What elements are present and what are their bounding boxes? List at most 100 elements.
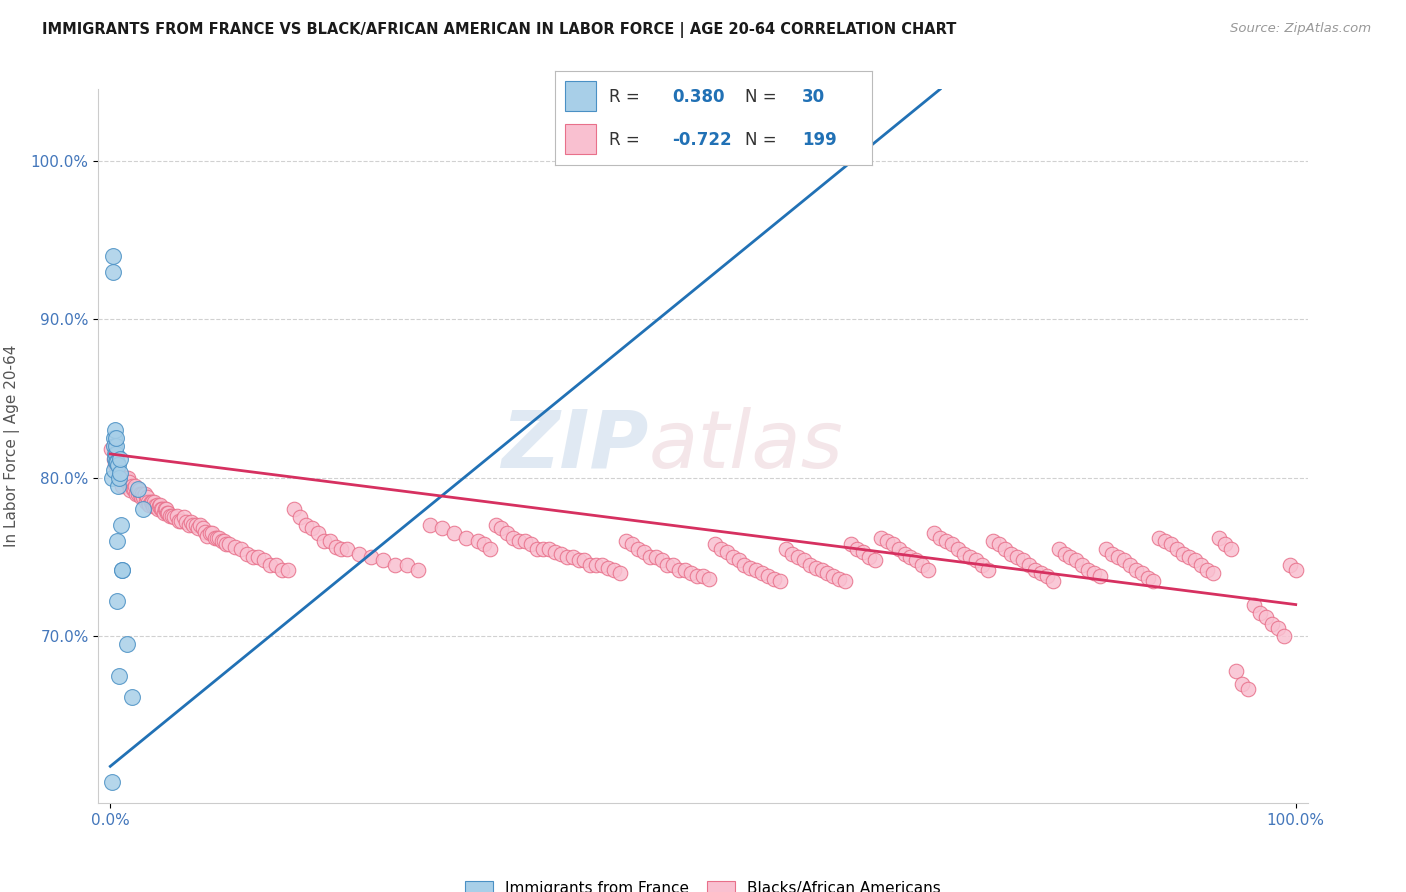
Point	[804, 561, 827, 575]
Point	[105, 455, 128, 469]
Point	[472, 537, 495, 551]
Point	[187, 521, 209, 535]
Point	[935, 534, 957, 549]
Text: -0.722: -0.722	[672, 131, 733, 149]
Point	[105, 534, 128, 549]
Point	[970, 558, 993, 572]
Point	[173, 510, 195, 524]
Point	[1142, 574, 1164, 588]
Point	[1047, 542, 1070, 557]
Point	[100, 775, 122, 789]
Point	[110, 451, 132, 466]
Point	[114, 471, 136, 485]
Point	[508, 534, 530, 549]
Point	[108, 471, 131, 485]
Point	[1171, 547, 1194, 561]
Point	[1059, 549, 1081, 564]
Point	[212, 534, 235, 549]
Point	[1254, 610, 1277, 624]
Point	[105, 455, 128, 469]
Point	[419, 518, 441, 533]
Point	[946, 542, 969, 557]
Point	[1066, 553, 1088, 567]
Point	[108, 466, 131, 480]
Point	[1112, 553, 1135, 567]
Point	[117, 471, 139, 485]
Point	[229, 542, 252, 557]
Point	[205, 531, 228, 545]
Point	[318, 534, 340, 549]
Point	[105, 431, 128, 445]
Point	[627, 542, 650, 557]
Point	[215, 537, 238, 551]
Point	[127, 486, 149, 500]
Point	[253, 553, 276, 567]
Point	[301, 521, 323, 535]
Point	[828, 572, 851, 586]
Point	[893, 547, 915, 561]
Point	[839, 537, 862, 551]
Point	[107, 478, 129, 492]
Point	[1195, 563, 1218, 577]
Point	[104, 451, 127, 466]
Point	[1125, 563, 1147, 577]
Point	[799, 558, 821, 572]
Point	[115, 475, 138, 490]
Point	[1053, 547, 1076, 561]
Point	[988, 537, 1011, 551]
Point	[692, 569, 714, 583]
Point	[823, 569, 845, 583]
Point	[662, 558, 685, 572]
Point	[454, 531, 477, 545]
Point	[686, 569, 709, 583]
Point	[520, 537, 543, 551]
Point	[174, 515, 197, 529]
Point	[295, 518, 318, 533]
Point	[152, 506, 174, 520]
Point	[104, 447, 127, 461]
Point	[143, 500, 166, 514]
Point	[122, 482, 145, 496]
Point	[614, 534, 637, 549]
Point	[1018, 558, 1040, 572]
Point	[118, 475, 141, 490]
Point	[1184, 553, 1206, 567]
Point	[644, 549, 666, 564]
Point	[727, 553, 749, 567]
Point	[330, 542, 353, 557]
Point	[110, 471, 132, 485]
Point	[107, 458, 129, 472]
Point	[1107, 549, 1129, 564]
Text: Source: ZipAtlas.com: Source: ZipAtlas.com	[1230, 22, 1371, 36]
Point	[740, 561, 762, 575]
Point	[1036, 569, 1059, 583]
Point	[132, 502, 155, 516]
Point	[170, 514, 193, 528]
Point	[1237, 681, 1260, 696]
Point	[259, 558, 281, 572]
Point	[1160, 537, 1182, 551]
Point	[115, 637, 138, 651]
Point	[863, 553, 886, 567]
Point	[1272, 629, 1295, 643]
Point	[277, 563, 299, 577]
Point	[177, 518, 200, 533]
Legend: Immigrants from France, Blacks/African Americans: Immigrants from France, Blacks/African A…	[460, 875, 946, 892]
Point	[143, 494, 166, 508]
Point	[1243, 598, 1265, 612]
Y-axis label: In Labor Force | Age 20-64: In Labor Force | Age 20-64	[4, 345, 20, 547]
Point	[1249, 606, 1271, 620]
Point	[467, 534, 489, 549]
Point	[103, 463, 125, 477]
Point	[609, 566, 631, 580]
Point	[235, 547, 257, 561]
Point	[312, 534, 335, 549]
Text: ZIP: ZIP	[501, 407, 648, 485]
Point	[793, 553, 815, 567]
Point	[491, 521, 513, 535]
Text: R =: R =	[609, 131, 645, 149]
Point	[104, 458, 127, 472]
Point	[190, 518, 212, 533]
Point	[360, 549, 382, 564]
Point	[104, 439, 127, 453]
